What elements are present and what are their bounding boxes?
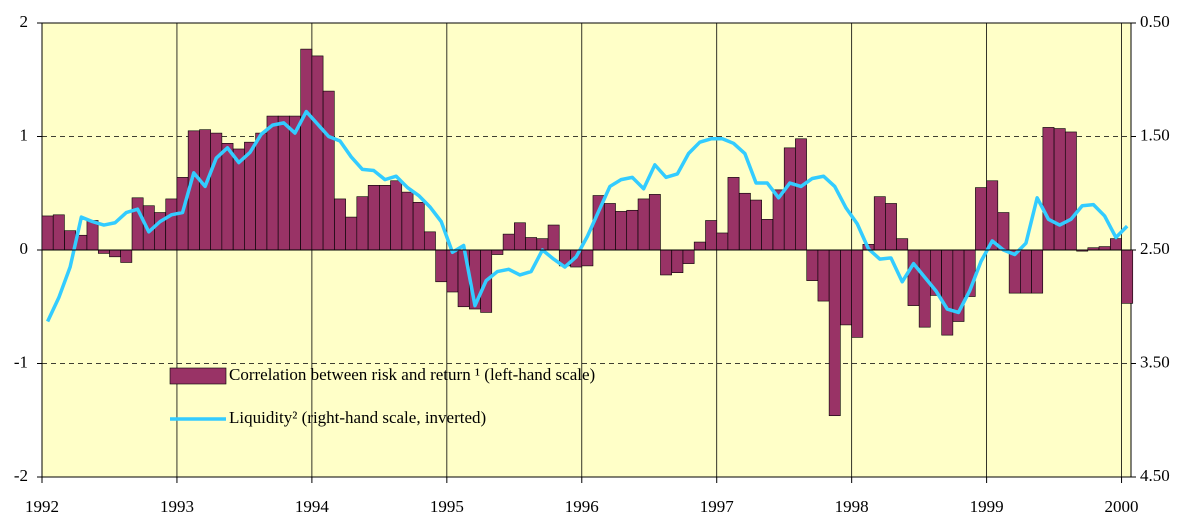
bar [750, 199, 762, 251]
bar [581, 249, 594, 267]
bar [660, 249, 672, 276]
bar [806, 249, 819, 281]
bar [682, 249, 695, 264]
bar [401, 191, 414, 251]
x-tick-label: 1998 [835, 497, 869, 516]
bar [199, 129, 211, 251]
x-tick-label: 1992 [25, 497, 59, 516]
legend-label: Correlation between risk and return ¹ (l… [229, 365, 595, 384]
bar [907, 249, 920, 306]
bar [705, 220, 718, 251]
x-tick-label: 2000 [1105, 497, 1139, 516]
bar [828, 249, 841, 417]
bar [502, 233, 515, 251]
bar [637, 198, 650, 251]
bar [1008, 249, 1021, 294]
bar [1042, 127, 1055, 251]
bar [423, 231, 436, 251]
bar [514, 222, 526, 251]
bar [727, 177, 740, 251]
bar [345, 216, 358, 251]
bar [626, 209, 639, 251]
bar [817, 249, 830, 302]
bar [277, 115, 290, 251]
bar [525, 237, 538, 251]
bar [716, 232, 729, 251]
bar [975, 187, 987, 251]
bar [446, 249, 459, 293]
bar [1098, 246, 1111, 251]
bar [109, 249, 121, 258]
bar [390, 180, 403, 251]
bar [1121, 249, 1134, 304]
bar [435, 249, 448, 283]
x-tick-label: 1997 [700, 497, 735, 516]
bar [615, 211, 628, 251]
bar [795, 138, 807, 251]
x-tick-label: 1995 [430, 497, 464, 516]
bar [547, 224, 560, 251]
bar [165, 198, 178, 251]
legend-swatch [169, 367, 227, 385]
y-tick-label: -2 [14, 466, 28, 485]
bar [52, 214, 65, 251]
bar [244, 141, 256, 251]
bar [41, 215, 54, 251]
bar [266, 115, 279, 251]
bar [289, 115, 301, 251]
bar [322, 90, 335, 251]
bar [97, 249, 110, 254]
bar [131, 197, 144, 251]
bar [379, 185, 391, 251]
y-tick-label: 1 [20, 125, 29, 144]
bar [221, 143, 234, 251]
bar [738, 192, 751, 251]
bar [356, 196, 369, 251]
bar [1110, 238, 1122, 251]
y-tick-label: -1 [14, 352, 28, 371]
bar [412, 202, 425, 251]
y2-tick-label: 2.50 [1140, 239, 1170, 258]
y2-tick-label: 0.50 [1140, 12, 1170, 31]
bar [851, 249, 864, 338]
y-tick-label: 0 [20, 239, 29, 258]
x-tick-label: 1994 [295, 497, 330, 516]
x-tick-label: 1999 [970, 497, 1004, 516]
bar [604, 203, 616, 251]
y2-tick-label: 1.50 [1140, 125, 1170, 144]
legend-label: Liquidity² (right-hand scale, inverted) [229, 408, 486, 427]
bar [997, 212, 1010, 251]
bar [873, 196, 886, 251]
bar [491, 249, 504, 255]
bar [1053, 128, 1066, 251]
bar [210, 132, 223, 251]
bar [941, 249, 954, 336]
bar [1031, 249, 1044, 294]
x-tick-label: 1996 [565, 497, 599, 516]
bar [1020, 249, 1032, 294]
bar [648, 194, 661, 251]
bar [334, 198, 346, 251]
x-tick-label: 1993 [160, 497, 194, 516]
bar [1064, 131, 1077, 251]
bar [896, 238, 909, 251]
bar [840, 249, 852, 326]
bar [300, 48, 313, 251]
bar [311, 55, 324, 251]
y2-tick-label: 3.50 [1140, 352, 1170, 371]
y2-tick-label: 4.50 [1140, 466, 1170, 485]
bar [918, 249, 931, 328]
bar [885, 203, 897, 251]
bar [693, 241, 706, 251]
bar [86, 220, 99, 251]
bar [367, 185, 380, 251]
bar [120, 249, 133, 263]
bar [783, 147, 796, 251]
bar [761, 219, 774, 251]
y-tick-label: 2 [20, 12, 29, 31]
bar [671, 249, 684, 274]
line [46, 109, 1129, 323]
bar [255, 132, 268, 251]
